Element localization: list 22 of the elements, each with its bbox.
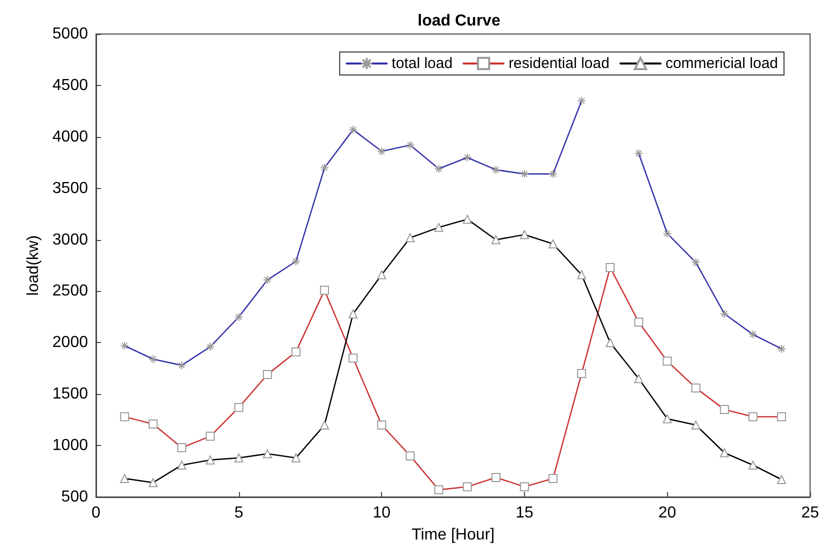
y-tick-label: 2000: [52, 334, 88, 352]
x-tick-label: 5: [234, 504, 244, 522]
y-tick-label: 1500: [52, 386, 88, 403]
legend-label: commericial load: [665, 55, 778, 72]
y-tick-label: 500: [61, 488, 88, 506]
x-tick-label: 0: [92, 504, 101, 522]
y-tick-label: 2500: [52, 282, 88, 300]
x-tick-label: 20: [658, 504, 676, 522]
y-tick-label: 1000: [52, 437, 88, 454]
legend-label: total load: [392, 55, 453, 72]
y-axis-title: load(kw): [25, 235, 42, 296]
y-tick-label: 4500: [52, 76, 88, 94]
legend-label: residential load: [508, 55, 610, 72]
y-tick-label: 3000: [52, 231, 88, 248]
x-tick-label: 10: [372, 504, 391, 522]
x-axis-title: Time [Hour]: [412, 526, 495, 544]
x-tick-label: 25: [801, 504, 820, 522]
chart-title: load Curve: [418, 12, 500, 30]
x-tick-label: 15: [516, 504, 534, 522]
y-tick-label: 3500: [52, 180, 88, 197]
y-tick-label: 4000: [52, 128, 88, 146]
y-tick-label: 5000: [52, 26, 88, 42]
